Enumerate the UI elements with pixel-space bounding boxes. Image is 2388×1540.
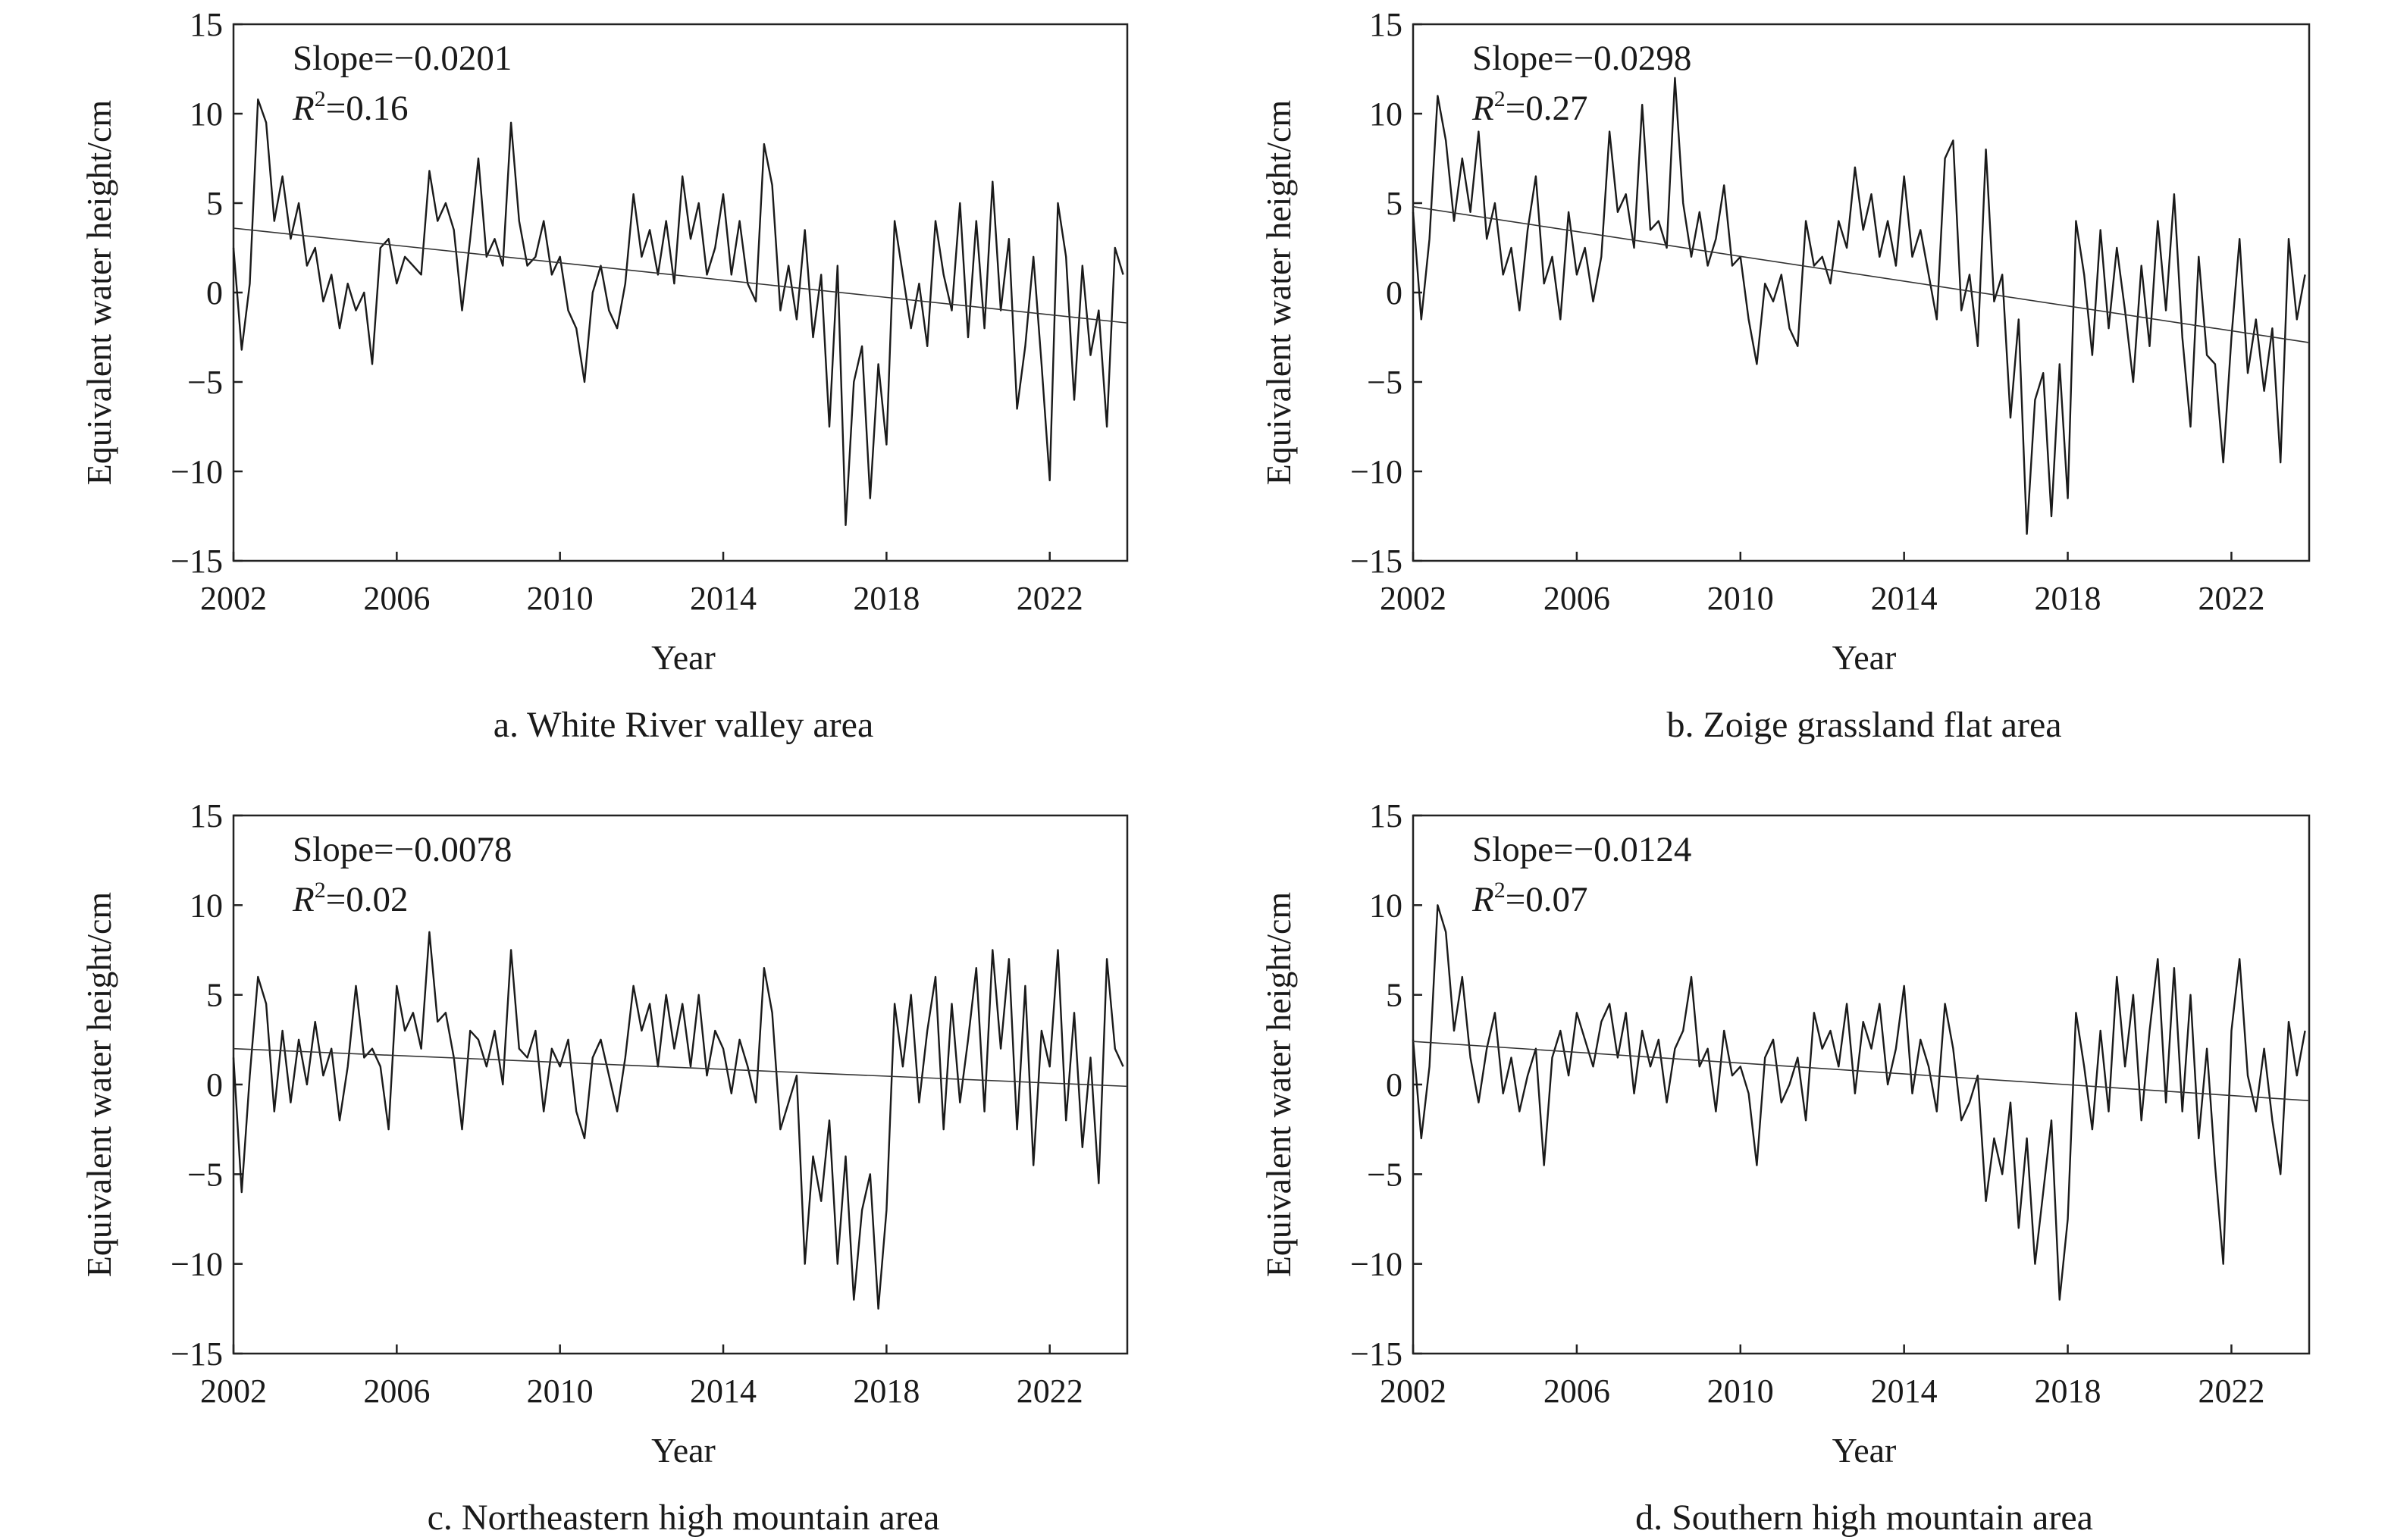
x-tick-label: 2014 xyxy=(1871,1373,1938,1410)
x-tick-label: 2006 xyxy=(363,1373,430,1410)
y-axis-title: Equivalent water height/cm xyxy=(1259,100,1298,486)
y-tick-label: 15 xyxy=(1369,6,1402,43)
y-tick-label: 10 xyxy=(190,887,223,924)
x-axis-title: Year xyxy=(1832,638,1897,677)
series-line xyxy=(232,98,1124,526)
x-tick-label: 2022 xyxy=(2198,580,2264,617)
x-tick-label: 2022 xyxy=(1017,580,1083,617)
y-tick-label: −15 xyxy=(1350,1335,1402,1373)
x-axis-title: Year xyxy=(651,1431,716,1470)
x-tick-label: 2002 xyxy=(1380,580,1446,617)
series-line xyxy=(1412,77,2306,535)
x-axis-title: Year xyxy=(1832,1431,1897,1470)
y-tick-label: −15 xyxy=(171,1335,223,1373)
x-tick-label: 2018 xyxy=(2035,580,2101,617)
series-line xyxy=(232,931,1124,1310)
y-tick-label: −15 xyxy=(171,543,223,580)
x-tick-label: 2010 xyxy=(1707,1373,1774,1410)
y-tick-label: −5 xyxy=(187,1156,223,1193)
x-tick-label: 2006 xyxy=(1543,580,1610,617)
series-line xyxy=(1412,904,2306,1301)
y-tick-label: 0 xyxy=(1386,274,1402,311)
y-tick-label: −15 xyxy=(1350,543,1402,580)
y-axis-title: Equivalent water height/cm xyxy=(80,100,118,486)
r2-annotation: R2=0.16 xyxy=(292,86,408,128)
y-tick-label: 0 xyxy=(206,1066,223,1103)
y-axis-title: Equivalent water height/cm xyxy=(80,892,118,1278)
x-tick-label: 2010 xyxy=(527,1373,594,1410)
y-tick-label: 5 xyxy=(1386,185,1402,222)
y-axis-title: Equivalent water height/cm xyxy=(1259,892,1298,1278)
y-tick-label: −5 xyxy=(1367,1156,1402,1193)
slope-annotation: Slope=−0.0298 xyxy=(1472,39,1691,78)
trend-line xyxy=(1412,1041,2310,1102)
panel-caption: d. Southern high mountain area xyxy=(1635,1498,2093,1538)
x-tick-label: 2014 xyxy=(690,580,757,617)
y-tick-label: 5 xyxy=(206,185,223,222)
y-tick-label: 15 xyxy=(190,6,223,43)
y-tick-label: 10 xyxy=(1369,887,1402,924)
y-tick-label: −5 xyxy=(1367,364,1402,401)
x-tick-label: 2006 xyxy=(1543,1373,1610,1410)
panel-caption: a. White River valley area xyxy=(494,705,874,745)
y-tick-label: −10 xyxy=(171,1246,223,1283)
chart-panel-d: −15 −10 −5 0 5 10 15 2002 2006 2010 2014 2018 2022 Ye… xyxy=(1259,797,2311,1538)
slope-annotation: Slope=−0.0124 xyxy=(1472,830,1691,869)
trend-line xyxy=(1412,205,2310,343)
x-tick-label: 2002 xyxy=(200,1373,267,1410)
x-tick-label: 2018 xyxy=(853,580,920,617)
x-tick-label: 2006 xyxy=(363,580,430,617)
y-tick-label: 15 xyxy=(1369,797,1402,834)
x-axis-title: Year xyxy=(651,638,716,677)
r2-annotation: R2=0.07 xyxy=(1471,878,1587,919)
y-tick-label: 5 xyxy=(1386,977,1402,1014)
chart-panel-a: −15 −10 −5 0 5 10 15 2002 2006 2010 2014 2018 2022 Ye… xyxy=(80,6,1129,745)
y-tick-label: 5 xyxy=(206,977,223,1014)
y-tick-label: 15 xyxy=(190,797,223,834)
x-tick-label: 2018 xyxy=(2035,1373,2101,1410)
r2-annotation: R2=0.02 xyxy=(292,878,408,919)
x-tick-label: 2022 xyxy=(1017,1373,1083,1410)
x-tick-label: 2002 xyxy=(200,580,267,617)
x-tick-label: 2002 xyxy=(1380,1373,1446,1410)
y-tick-label: 10 xyxy=(190,95,223,133)
r2-annotation: R2=0.27 xyxy=(1471,86,1587,128)
y-tick-label: −10 xyxy=(171,453,223,490)
x-tick-label: 2022 xyxy=(2198,1373,2264,1410)
y-tick-label: 0 xyxy=(206,274,223,311)
y-tick-label: −10 xyxy=(1350,453,1402,490)
x-tick-label: 2014 xyxy=(1871,580,1938,617)
slope-annotation: Slope=−0.0201 xyxy=(293,39,512,78)
y-tick-label: 0 xyxy=(1386,1066,1402,1103)
x-tick-label: 2014 xyxy=(690,1373,757,1410)
panel-caption: c. Northeastern high mountain area xyxy=(428,1498,940,1538)
y-tick-label: −10 xyxy=(1350,1246,1402,1283)
chart-panel-b: −15 −10 −5 0 5 10 15 2002 2006 2010 2014 2018 2022 Ye… xyxy=(1259,6,2311,745)
x-tick-label: 2018 xyxy=(853,1373,920,1410)
y-tick-label: 10 xyxy=(1369,95,1402,133)
panel-caption: b. Zoige grassland flat area xyxy=(1666,705,2061,745)
y-tick-label: −5 xyxy=(187,364,223,401)
x-tick-label: 2010 xyxy=(1707,580,1774,617)
trend-line xyxy=(233,227,1128,324)
chart-panel-c: −15 −10 −5 0 5 10 15 2002 2006 2010 2014 2018 2022 Ye… xyxy=(80,797,1129,1538)
slope-annotation: Slope=−0.0078 xyxy=(293,830,512,869)
x-tick-label: 2010 xyxy=(527,580,594,617)
trend-line xyxy=(233,1047,1128,1088)
